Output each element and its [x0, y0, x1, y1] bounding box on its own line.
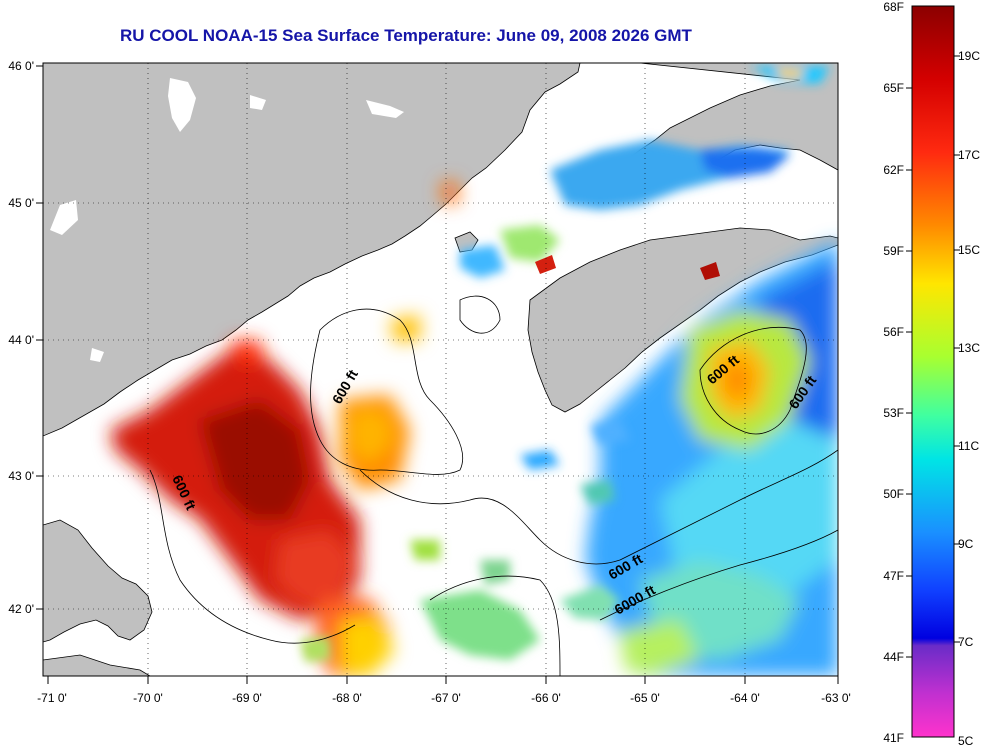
lon-label: -66 0' — [531, 691, 561, 705]
f-label: 53F — [883, 406, 904, 420]
lon-label: -63 0' — [821, 691, 851, 705]
sst-field — [110, 66, 838, 676]
c-label: 7C — [958, 635, 974, 649]
c-label: 19C — [958, 49, 980, 63]
lakes — [50, 78, 404, 362]
lon-label: -65 0' — [630, 691, 660, 705]
bathymetry-contours — [149, 295, 838, 676]
lat-label: 42 0' — [8, 602, 34, 616]
c-label: 17C — [958, 148, 980, 162]
map-layers — [43, 63, 838, 676]
tick-marks — [36, 65, 839, 684]
longitude-labels: -71 0' -70 0' -69 0' -68 0' -67 0' -66 0… — [37, 691, 851, 705]
colorbar-f-labels: 68F 65F 62F 59F 56F 53F 50F 47F 44F 41F — [883, 0, 904, 745]
latitude-labels: 46 0' 45 0' 44 0' 43 0' 42 0' — [8, 59, 34, 616]
c-label: 13C — [958, 341, 980, 355]
f-label: 56F — [883, 325, 904, 339]
graticule — [43, 63, 838, 676]
land — [43, 63, 838, 676]
f-label: 47F — [883, 569, 904, 583]
f-label: 41F — [883, 731, 904, 745]
f-label: 62F — [883, 163, 904, 177]
map-frame — [42, 62, 839, 677]
chart-title: RU COOL NOAA-15 Sea Surface Temperature:… — [120, 26, 692, 45]
c-label: 9C — [958, 537, 974, 551]
lon-label: -70 0' — [133, 691, 163, 705]
lat-label: 46 0' — [8, 59, 34, 73]
c-label: 15C — [958, 243, 980, 257]
lon-label: -67 0' — [431, 691, 461, 705]
c-label: 11C — [958, 439, 979, 453]
lat-label: 44 0' — [8, 333, 34, 347]
c-label: 5C — [958, 734, 974, 748]
lat-label: 45 0' — [8, 196, 34, 210]
f-label: 65F — [883, 81, 904, 95]
lon-label: -69 0' — [232, 691, 262, 705]
colorbar-ticks — [906, 55, 960, 658]
f-label: 68F — [883, 0, 904, 14]
colorbar — [911, 5, 955, 738]
lat-label: 43 0' — [8, 469, 34, 483]
f-label: 44F — [883, 650, 904, 664]
f-label: 50F — [883, 487, 904, 501]
lon-label: -68 0' — [332, 691, 362, 705]
f-label: 59F — [883, 244, 904, 258]
colorbar-c-labels: 19C 17C 15C 13C 11C 9C 7C 5C — [958, 49, 980, 748]
lon-label: -71 0' — [37, 691, 67, 705]
lon-label: -64 0' — [730, 691, 760, 705]
